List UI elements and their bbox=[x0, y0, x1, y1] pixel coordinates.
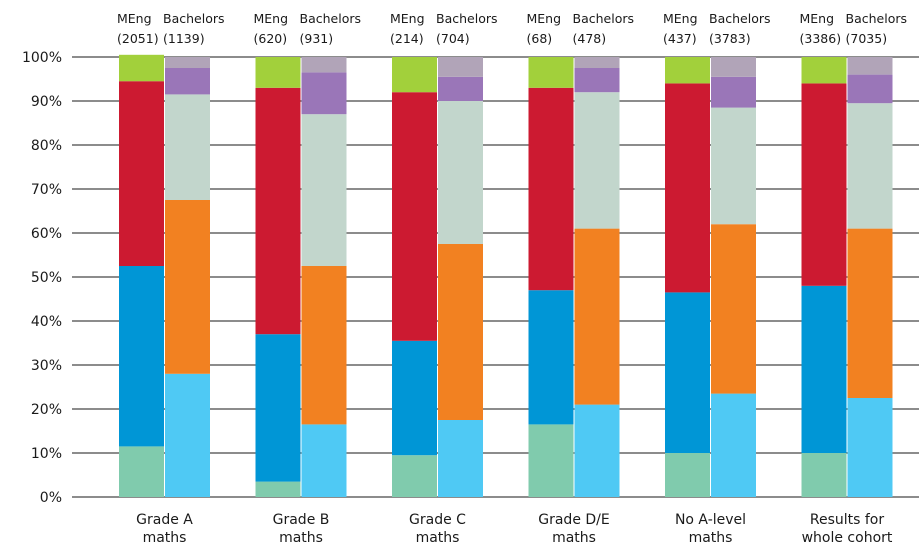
bar-segment-bachelors-3-3 bbox=[574, 68, 620, 93]
bar-segment-meng-3-1 bbox=[528, 290, 574, 425]
bars bbox=[119, 54, 893, 497]
bar-segment-meng-3-0 bbox=[528, 424, 574, 497]
bar-segment-meng-4-0 bbox=[665, 453, 710, 497]
bar-segment-bachelors-1-1 bbox=[301, 266, 347, 425]
column-name-label: Bachelors bbox=[709, 11, 771, 26]
bar-segment-bachelors-2-0 bbox=[438, 420, 483, 497]
column-count-label: (214) bbox=[390, 31, 424, 46]
bar-segment-bachelors-3-0 bbox=[574, 404, 620, 497]
bar-segment-meng-0-1 bbox=[119, 266, 164, 447]
bar-segment-bachelors-2-4 bbox=[438, 57, 483, 77]
bar-segment-meng-2-2 bbox=[392, 92, 437, 341]
bar-segment-meng-3-2 bbox=[528, 87, 574, 291]
bar-segment-bachelors-2-2 bbox=[438, 101, 483, 244]
bar-segment-meng-1-1 bbox=[255, 334, 301, 482]
bar-segment-bachelors-3-2 bbox=[574, 92, 620, 229]
bar-segment-bachelors-1-2 bbox=[301, 114, 347, 266]
bar-segment-meng-5-0 bbox=[801, 453, 847, 497]
y-tick-label: 10% bbox=[31, 446, 62, 462]
y-tick-label: 60% bbox=[31, 226, 62, 242]
column-count-label: (3783) bbox=[709, 31, 751, 46]
bar-segment-meng-0-2 bbox=[119, 81, 164, 266]
bar-segment-meng-1-0 bbox=[255, 481, 301, 497]
y-tick-label: 20% bbox=[31, 402, 62, 418]
bar-segment-bachelors-0-0 bbox=[165, 373, 210, 497]
bar-segment-meng-3-3 bbox=[528, 57, 574, 88]
bar-segment-meng-2-1 bbox=[392, 340, 437, 456]
bar-segment-bachelors-2-1 bbox=[438, 244, 483, 420]
bar-segment-meng-1-3 bbox=[255, 57, 301, 88]
bar-segment-meng-5-3 bbox=[801, 57, 847, 84]
bar-segment-meng-4-3 bbox=[665, 57, 710, 84]
gridlines bbox=[72, 56, 919, 498]
column-count-label: (437) bbox=[663, 31, 697, 46]
bar-segment-meng-5-2 bbox=[801, 83, 847, 286]
column-count-label: (1139) bbox=[163, 31, 205, 46]
category-label: No A-level maths bbox=[675, 512, 746, 546]
bar-segment-bachelors-5-4 bbox=[847, 57, 893, 75]
bar-segment-meng-5-1 bbox=[801, 285, 847, 453]
y-tick-label: 0% bbox=[40, 490, 62, 506]
bar-segment-bachelors-5-0 bbox=[847, 398, 893, 497]
y-tick-label: 40% bbox=[31, 314, 62, 330]
column-count-label: (68) bbox=[527, 31, 553, 46]
category-label: Results for whole cohort bbox=[802, 512, 893, 546]
bar-segment-bachelors-4-0 bbox=[711, 393, 756, 497]
bar-segment-bachelors-3-1 bbox=[574, 228, 620, 405]
bar-segment-bachelors-1-4 bbox=[301, 57, 347, 73]
bar-segment-bachelors-5-2 bbox=[847, 103, 893, 229]
y-tick-label: 80% bbox=[31, 138, 62, 154]
bar-segment-meng-1-2 bbox=[255, 87, 301, 335]
y-tick-label: 50% bbox=[31, 270, 62, 286]
column-name-label: MEng bbox=[663, 11, 698, 26]
bar-segment-bachelors-2-3 bbox=[438, 76, 483, 101]
bar-segment-meng-2-3 bbox=[392, 57, 437, 93]
column-count-label: (931) bbox=[300, 31, 334, 46]
y-tick-label: 100% bbox=[22, 50, 62, 66]
bar-segment-bachelors-5-3 bbox=[847, 74, 893, 104]
column-name-label: MEng bbox=[800, 11, 835, 26]
bar-segment-meng-4-2 bbox=[665, 83, 710, 293]
column-name-label: MEng bbox=[254, 11, 289, 26]
bar-segment-bachelors-0-1 bbox=[165, 200, 210, 374]
y-tick-label: 70% bbox=[31, 182, 62, 198]
column-name-label: Bachelors bbox=[573, 11, 635, 26]
bar-segment-meng-4-1 bbox=[665, 292, 710, 453]
column-name-label: Bachelors bbox=[163, 11, 225, 26]
column-name-label: MEng bbox=[527, 11, 562, 26]
column-count-label: (2051) bbox=[117, 31, 159, 46]
bar-segment-bachelors-4-2 bbox=[711, 107, 756, 225]
y-tick-label: 90% bbox=[31, 94, 62, 110]
bar-segment-bachelors-4-3 bbox=[711, 76, 756, 108]
bar-segment-meng-0-0 bbox=[119, 446, 164, 497]
column-name-label: Bachelors bbox=[300, 11, 362, 26]
column-name-label: Bachelors bbox=[436, 11, 498, 26]
column-count-label: (7035) bbox=[846, 31, 888, 46]
bar-segment-bachelors-4-1 bbox=[711, 224, 756, 394]
bar-segment-bachelors-1-3 bbox=[301, 72, 347, 115]
bar-segment-bachelors-0-4 bbox=[165, 57, 210, 68]
column-name-label: MEng bbox=[117, 11, 152, 26]
bar-segment-meng-0-3 bbox=[119, 54, 164, 82]
bar-segment-bachelors-3-4 bbox=[574, 57, 620, 68]
bar-segment-bachelors-0-3 bbox=[165, 68, 210, 95]
column-count-label: (478) bbox=[573, 31, 607, 46]
column-name-label: Bachelors bbox=[846, 11, 908, 26]
column-count-label: (620) bbox=[254, 31, 288, 46]
bar-segment-bachelors-1-0 bbox=[301, 424, 347, 497]
bar-segment-bachelors-5-1 bbox=[847, 228, 893, 398]
category-label: Grade D/E maths bbox=[538, 512, 609, 546]
column-count-label: (3386) bbox=[800, 31, 842, 46]
bar-segment-bachelors-0-2 bbox=[165, 94, 210, 200]
labels: 0% 10% 20% 30% 40% 50% 60% 70% 80% 90% 100% MEng (20… bbox=[22, 11, 907, 546]
column-name-label: MEng bbox=[390, 11, 425, 26]
bar-segment-bachelors-4-4 bbox=[711, 57, 756, 77]
bar-segment-meng-2-0 bbox=[392, 455, 437, 497]
column-count-label: (704) bbox=[436, 31, 470, 46]
y-tick-label: 30% bbox=[31, 358, 62, 374]
